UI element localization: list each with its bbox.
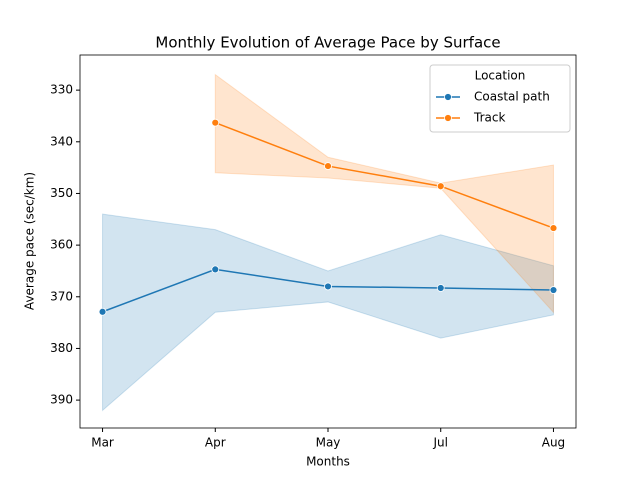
y-tick-label: 330 (50, 83, 73, 97)
data-point (436, 182, 445, 191)
y-tick-label: 390 (50, 393, 73, 407)
series-line (215, 121, 554, 229)
x-tick-label: Jul (432, 436, 447, 450)
y-tick-label: 370 (50, 289, 73, 303)
data-point (98, 307, 107, 316)
legend-box (429, 64, 571, 133)
x-tick-label: Mar (91, 436, 114, 450)
data-point (211, 118, 220, 127)
legend-label: Track (473, 111, 505, 125)
y-axis-label: Average pace (sec/km) (23, 172, 37, 310)
data-point (211, 265, 220, 274)
y-tick-label: 340 (50, 134, 73, 148)
data-point (549, 286, 558, 294)
x-tick-label: Aug (542, 436, 565, 450)
chart-title: Monthly Evolution of Average Pace by Sur… (155, 34, 500, 52)
x-axis-label: Months (306, 455, 350, 469)
x-tick-label: Apr (205, 436, 226, 450)
legend-marker (444, 93, 452, 101)
y-tick-label: 350 (50, 186, 73, 200)
data-point (324, 162, 332, 170)
confidence-band (102, 213, 554, 412)
x-tick-label: May (316, 436, 341, 450)
legend-label: Coastal path (474, 90, 550, 104)
data-point (324, 282, 332, 291)
y-tick-label: 360 (50, 238, 73, 252)
data-point (436, 284, 445, 292)
data-point (549, 224, 558, 232)
confidence-band (214, 73, 554, 314)
legend-title: Location (475, 69, 526, 83)
y-tick-label: 380 (50, 341, 73, 355)
legend-marker (444, 114, 452, 122)
